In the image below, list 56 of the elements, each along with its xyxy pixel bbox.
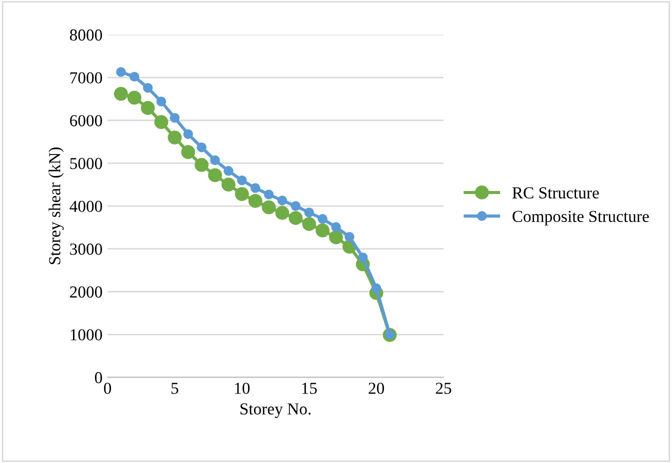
point — [142, 82, 153, 93]
point — [116, 67, 126, 77]
y-tick-label: 5000 — [70, 158, 102, 170]
point — [154, 115, 168, 130]
y-tick-label: 4000 — [70, 200, 102, 212]
y-axis-title: Storey shear (kN) — [48, 148, 64, 264]
x-tick-label: 5 — [172, 382, 178, 394]
x-tick-label: 20 — [368, 382, 384, 394]
point — [331, 222, 341, 232]
point — [371, 283, 382, 294]
x-tick-label: 15 — [302, 382, 317, 394]
x-tick-label: 25 — [436, 382, 452, 394]
point — [224, 166, 234, 176]
point — [130, 72, 140, 82]
x-tick-label: 0 — [104, 382, 112, 394]
point — [237, 175, 247, 186]
point — [183, 129, 194, 139]
point — [264, 190, 274, 200]
point — [181, 145, 196, 160]
y-tick-label: 1000 — [70, 329, 102, 340]
legend-label: Composite Structure — [512, 210, 649, 226]
point — [140, 101, 155, 115]
x-tick-label: 10 — [235, 382, 250, 394]
point — [170, 112, 180, 123]
y-tick-label: 6000 — [70, 115, 102, 126]
point — [234, 187, 249, 201]
x-axis-title: Storey No. — [240, 403, 311, 418]
y-tick-label: 2000 — [70, 286, 102, 298]
y-tick-label: 3000 — [70, 244, 102, 255]
point — [344, 232, 354, 242]
y-tick-label: 0 — [94, 372, 102, 384]
point — [194, 158, 209, 172]
point — [208, 168, 222, 182]
point — [196, 142, 206, 152]
point — [304, 208, 314, 218]
point — [329, 230, 343, 244]
point — [222, 178, 236, 192]
point — [156, 96, 166, 106]
point — [114, 86, 128, 101]
y-tick-label: 8000 — [70, 29, 102, 41]
legend-label: RC Structure — [512, 187, 599, 198]
point — [358, 252, 368, 262]
point — [288, 211, 303, 225]
point — [127, 90, 142, 105]
point — [250, 183, 260, 193]
point — [290, 201, 301, 211]
point — [277, 196, 288, 206]
point — [318, 214, 328, 224]
point — [248, 194, 262, 208]
y-tick-label: 7000 — [70, 72, 102, 84]
point — [316, 224, 330, 238]
point — [262, 200, 276, 214]
point — [210, 155, 220, 166]
point — [168, 130, 182, 144]
point — [275, 206, 290, 220]
point — [302, 217, 316, 231]
